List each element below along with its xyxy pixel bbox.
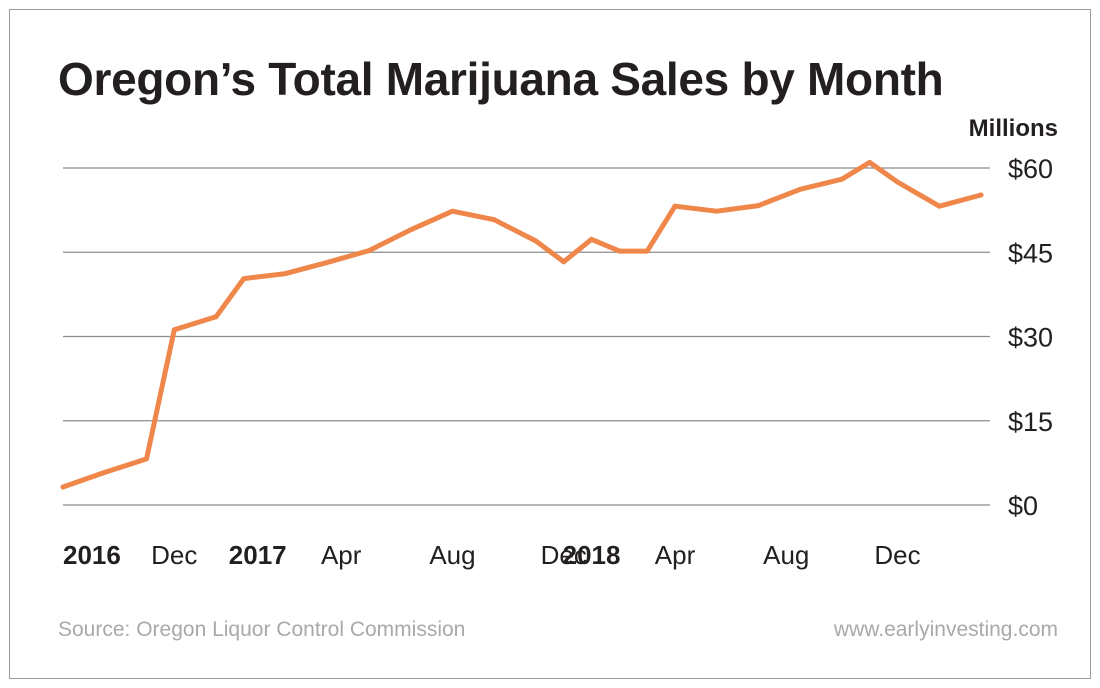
x-tick-label: Apr <box>655 540 696 570</box>
data-point <box>450 208 455 214</box>
chart-title: Oregon’s Total Marijuana Sales by Month <box>58 53 944 105</box>
data-point <box>60 484 66 490</box>
y-tick-label: $60 <box>1008 154 1053 184</box>
data-point <box>978 192 984 198</box>
x-tick-label: Dec <box>151 540 197 570</box>
data-point <box>171 327 177 333</box>
data-point <box>144 456 149 462</box>
data-point <box>672 203 678 209</box>
x-tick-label: Dec <box>874 540 920 570</box>
data-point <box>936 203 942 209</box>
y-axis-ticks: $0 $15 $30 $45 $60 <box>1008 154 1053 521</box>
x-tick-label: 2017 <box>229 540 287 570</box>
y-axis-units-label: Millions <box>968 115 1058 142</box>
x-tick-label: Apr <box>321 540 362 570</box>
y-tick-label: $45 <box>1008 238 1053 268</box>
data-point <box>213 314 219 320</box>
data-point <box>561 259 567 265</box>
x-tick-label: Aug <box>763 540 809 570</box>
chart-frame <box>9 9 1091 679</box>
data-point <box>714 208 720 214</box>
data-point <box>102 470 108 475</box>
data-point <box>895 179 900 185</box>
data-point <box>797 186 803 192</box>
data-point <box>491 217 497 223</box>
data-point <box>283 271 288 276</box>
data-point <box>616 248 622 254</box>
data-point <box>756 203 761 209</box>
y-tick-label: $30 <box>1008 323 1053 353</box>
y-tick-label: $0 <box>1008 491 1038 521</box>
source-note: Source: Oregon Liquor Control Commission <box>58 618 466 641</box>
data-point <box>241 276 247 282</box>
y-tick-label: $15 <box>1008 407 1053 437</box>
data-point <box>644 248 650 254</box>
website-credit: www.earlyinvesting.com <box>833 618 1058 641</box>
data-point <box>408 227 414 233</box>
x-tick-label: Aug <box>429 540 475 570</box>
x-tick-label: 2016 <box>63 540 121 570</box>
data-point <box>324 259 330 265</box>
series-layer <box>60 159 984 490</box>
data-point <box>589 236 594 242</box>
data-point <box>533 238 539 244</box>
data-point <box>867 159 873 165</box>
sales-line-series <box>60 159 984 490</box>
data-point <box>839 176 845 182</box>
x-tick-label: 2018 <box>563 540 621 570</box>
data-point <box>366 248 372 253</box>
gridlines <box>63 167 990 506</box>
x-tick-label: Dec <box>541 540 587 570</box>
